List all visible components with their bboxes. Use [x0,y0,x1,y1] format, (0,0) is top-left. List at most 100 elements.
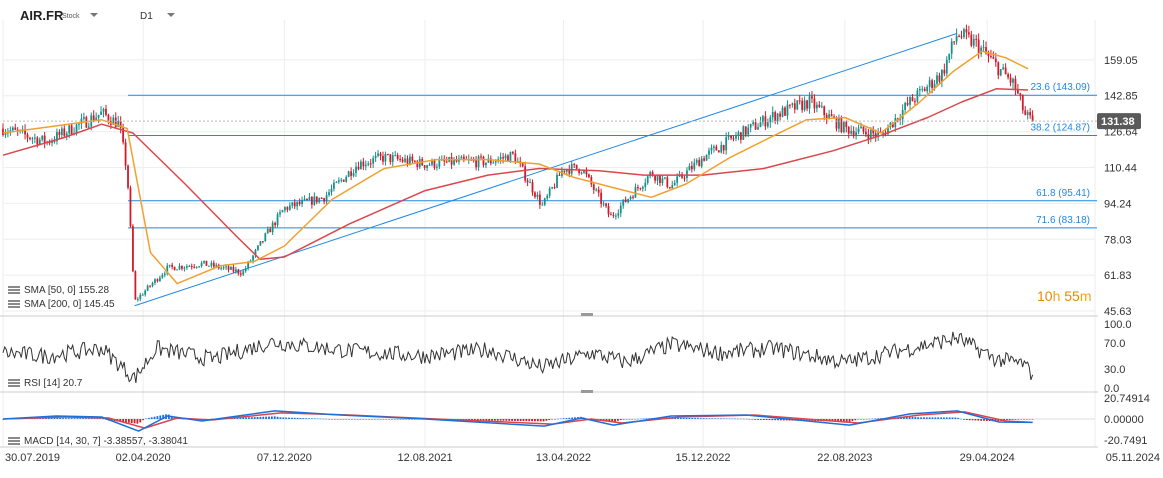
macd-histogram-bar [505,419,508,421]
candle-body [914,101,916,103]
macd-histogram-bar [559,418,562,420]
legend-rsi[interactable]: RSI [14] 20.7 [8,378,82,389]
macd-histogram-bar [757,419,759,420]
indicator-settings-icon[interactable] [8,285,20,295]
macd-histogram-bar [639,418,642,420]
macd-histogram-bar [837,419,840,422]
candle-body [705,154,708,161]
candle-body [284,207,286,211]
candle-body [220,267,223,269]
indicator-settings-icon[interactable] [8,436,20,446]
candle-body [877,132,880,137]
candle-body [377,153,379,156]
macd-histogram-bar [353,419,356,420]
indicator-settings-icon[interactable] [8,378,20,388]
candle-body [752,122,755,124]
legend-macd[interactable]: MACD [14, 30, 7] -3.38557, -3.38041 [8,436,188,447]
macd-histogram-bar [239,417,242,420]
macd-histogram-bar [568,417,571,420]
macd-histogram-bar [328,418,330,420]
candle-body [860,126,862,129]
candle-body [124,142,127,166]
candle-body [1007,74,1009,78]
candle-body [563,170,566,172]
macd-histogram-bar [53,417,56,419]
candle-body [990,56,992,58]
indicator-settings-icon[interactable] [8,299,20,309]
candle-body [695,160,698,163]
macd-histogram-bar [780,419,782,421]
candle-body [315,196,318,203]
symbol-title[interactable]: AIR.FR [20,8,64,23]
candle-body [38,139,41,145]
macd-histogram-bar [771,419,774,421]
macd-histogram-bar [705,418,708,420]
candle-body [828,114,831,119]
macd-histogram-bar [376,419,379,420]
macd-histogram-bar [371,419,373,420]
macd-histogram-bar [917,417,920,420]
candle-body [494,161,497,163]
timeframe-selector[interactable]: D1 [140,11,153,22]
candle-body [161,274,164,278]
macd-histogram-bar [719,418,722,419]
macd-histogram-bar [691,418,694,420]
macd-histogram-bar [611,419,614,423]
candle-body [68,125,71,134]
candle-body [975,38,978,40]
candle-body [811,96,813,99]
panel-resize-handle[interactable] [581,313,593,316]
candle-body [313,196,316,205]
candle-body [592,184,595,190]
macd-histogram-bar [562,418,565,420]
candle-body [342,179,345,182]
candle-body [668,187,671,189]
candle-body [774,112,777,122]
timeframe-dropdown-icon[interactable] [167,13,175,17]
candle-body [51,141,53,144]
candle-body [210,262,213,266]
legend-sma200[interactable]: SMA [200, 0] 145.45 [8,299,115,310]
macd-histogram-bar [331,419,333,420]
candle-body [249,260,252,262]
macd-histogram-bar [774,419,777,421]
macd-histogram-bar [645,418,648,420]
macd-histogram-bar [476,419,479,421]
macd-histogram-bar [242,417,245,420]
macd-histogram-bar [983,419,985,421]
macd-histogram-bar [754,419,757,420]
macd-histogram-bar [777,419,779,421]
macd-tick-label: -20.7491 [1104,435,1147,447]
candle-body [700,158,703,167]
candle-body [222,267,225,269]
macd-histogram-bar [265,416,268,420]
macd-histogram-bar [920,417,922,420]
candle-body [485,162,487,166]
candle-body [789,104,791,106]
candle-body [791,103,794,105]
candle-body [453,159,455,165]
macd-histogram-bar [85,418,87,420]
candle-body [911,97,914,102]
candle-body [585,170,588,175]
candle-body [521,163,524,167]
candle-body [163,273,166,275]
candle-body [953,41,956,43]
candle-body [874,133,877,137]
candle-body [688,165,691,171]
macd-histogram-bar [857,419,860,420]
macd-histogram-bar [945,417,948,420]
candle-body [303,198,306,200]
panel-resize-handle[interactable] [581,390,593,393]
candle-body [727,135,730,138]
rsi-tick-label: 100.0 [1104,319,1132,331]
candle-body [833,116,835,118]
symbol-dropdown-icon[interactable] [90,13,98,17]
candle-body [725,137,728,151]
macd-histogram-bar [948,417,951,420]
candle-body [134,271,137,300]
legend-sma50[interactable]: SMA [50, 0] 155.28 [8,285,109,296]
candle-body [198,266,201,268]
